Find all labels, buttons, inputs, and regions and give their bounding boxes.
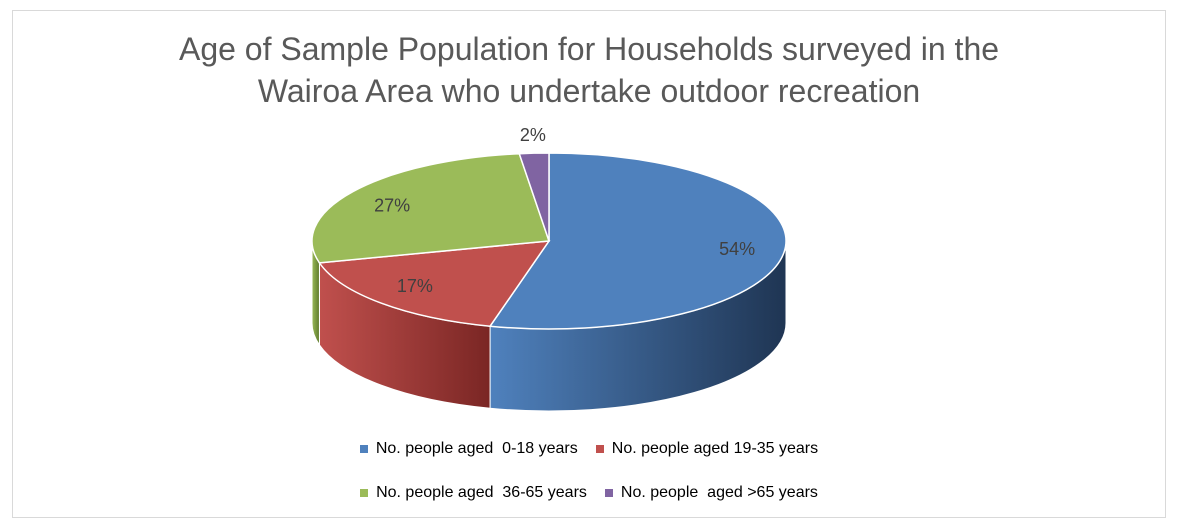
- pie-data-labels: 54% 17% 27% 2%: [374, 125, 755, 296]
- pie-slice-2: [311, 152, 551, 264]
- chart-title: Age of Sample Population for Households …: [0, 28, 1178, 112]
- legend-swatch-36-65: [360, 489, 369, 497]
- legend-item-36-65: No. people aged 36-65 years: [360, 484, 587, 502]
- pie-data-label-1: 17%: [397, 276, 433, 296]
- pie-data-label-3: 2%: [520, 125, 546, 145]
- legend-item-0-18: No. people aged 0-18 years: [359, 440, 578, 458]
- pie-slice-0: [488, 152, 787, 330]
- legend-label-0-18: No. people aged 0-18 years: [375, 440, 578, 457]
- pie-slices: [311, 152, 787, 330]
- legend-swatch-19-35: [595, 445, 604, 453]
- legend-item-over-65: No. people aged >65 years: [604, 484, 818, 502]
- legend-swatch-over-65: [604, 489, 613, 497]
- legend-label-19-35: No. people aged 19-35 years: [611, 440, 819, 457]
- pie-data-label-2: 27%: [374, 195, 410, 215]
- chart-title-line-2: Wairoa Area who undertake outdoor recrea…: [257, 73, 921, 109]
- pie-slice-3: [518, 152, 550, 242]
- legend-row-2: No. people aged 36-65 years No. people a…: [0, 484, 1178, 502]
- pie-data-label-0: 54%: [719, 239, 755, 259]
- legend-item-19-35: No. people aged 19-35 years: [595, 440, 819, 458]
- legend-label-over-65: No. people aged >65 years: [620, 484, 818, 501]
- chart-title-line-1: Age of Sample Population for Households …: [178, 31, 1000, 67]
- legend-swatch-0-18: [359, 445, 368, 453]
- legend-row-1: No. people aged 0-18 years No. people ag…: [0, 440, 1178, 458]
- legend-label-36-65: No. people aged 36-65 years: [376, 484, 587, 501]
- pie-slice-1: [318, 240, 551, 328]
